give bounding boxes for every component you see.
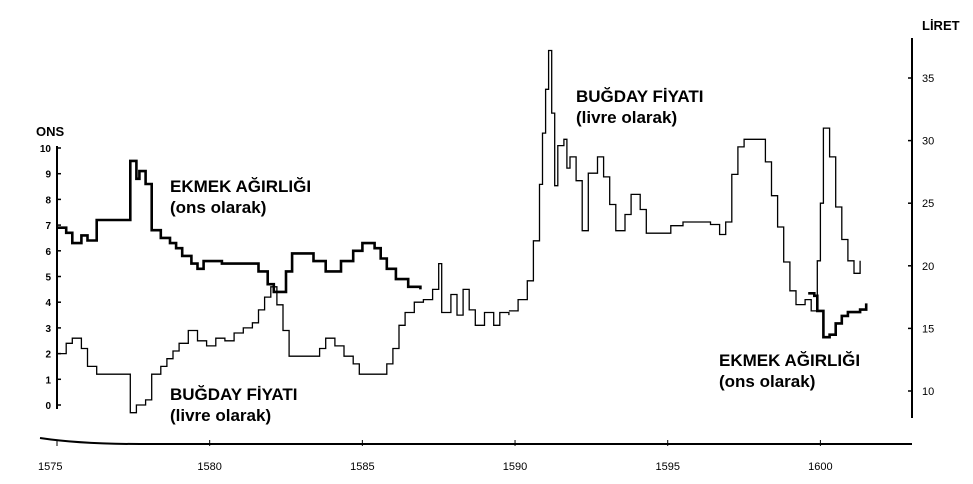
x-tick-label: 1580 — [197, 461, 221, 473]
y-left-tick-label: 7 — [45, 221, 51, 232]
y-left-tick-label: 5 — [45, 273, 51, 284]
series-lines — [57, 49, 868, 414]
annotation-line-1: BUĞDAY FİYATI — [170, 385, 298, 404]
x-tick-label: 1590 — [503, 461, 527, 473]
series-line-1 — [57, 159, 422, 294]
y-left-tick-label: 2 — [45, 350, 51, 361]
y-left-tick-label: 3 — [45, 324, 51, 335]
annotation-line-1: BUĞDAY FİYATI — [576, 87, 704, 106]
y-left-tick-label: 8 — [45, 195, 51, 206]
y-right-tick-label: 10 — [922, 386, 934, 398]
y-left-axis-label: ONS — [36, 124, 65, 139]
x-tick-label: 1575 — [38, 461, 62, 473]
annotation-line-2: (ons olarak) — [719, 372, 816, 391]
annotation-line-2: (livre olarak) — [576, 108, 678, 127]
y-left-tick-label: 6 — [45, 247, 51, 258]
y-right-tick-label: 30 — [922, 136, 934, 148]
annotation-bread-weight-top: EKMEK AĞIRLIĞI (ons olarak) — [170, 176, 311, 218]
y-left-tick-label: 10 — [40, 144, 52, 155]
y-left-tick-label: 0 — [45, 401, 51, 412]
annotation-line-2: (ons olarak) — [170, 198, 267, 217]
annotation-wheat-price-top: BUĞDAY FİYATI (livre olarak) — [576, 86, 704, 128]
y-right-tick-label: 35 — [922, 73, 934, 85]
y-right-tick-label: 15 — [922, 323, 934, 335]
y-right-axis-label: LİRET — [922, 18, 960, 33]
axes — [39, 38, 913, 445]
annotation-bread-weight-bottom: EKMEK AĞIRLIĞI (ons olarak) — [719, 350, 860, 392]
series-line-2 — [57, 262, 510, 414]
y-right-tick-label: 20 — [922, 261, 934, 273]
x-tick-label: 1600 — [808, 461, 832, 473]
x-axis-line — [39, 437, 912, 445]
y-right-tick-label: 25 — [922, 198, 934, 210]
tick-marks: 0 1 2 3 4 5 6 7 8 9 10 10 15 20 25 30 35 1575 1580 1585 1590… — [38, 73, 934, 473]
series-line-3 — [508, 49, 861, 312]
y-left-tick-label: 4 — [45, 298, 51, 309]
y-left-tick-label: 1 — [45, 375, 51, 386]
x-tick-label: 1595 — [655, 461, 679, 473]
series-line-4 — [808, 292, 868, 339]
annotation-line-1: EKMEK AĞIRLIĞI — [719, 351, 861, 370]
annotation-wheat-price-bottom: BUĞDAY FİYATI (livre olarak) — [170, 384, 298, 426]
y-left-tick-label: 9 — [45, 170, 51, 181]
annotation-line-1: EKMEK AĞIRLIĞI — [170, 177, 312, 196]
annotation-line-2: (livre olarak) — [170, 406, 272, 425]
x-tick-label: 1585 — [350, 461, 374, 473]
